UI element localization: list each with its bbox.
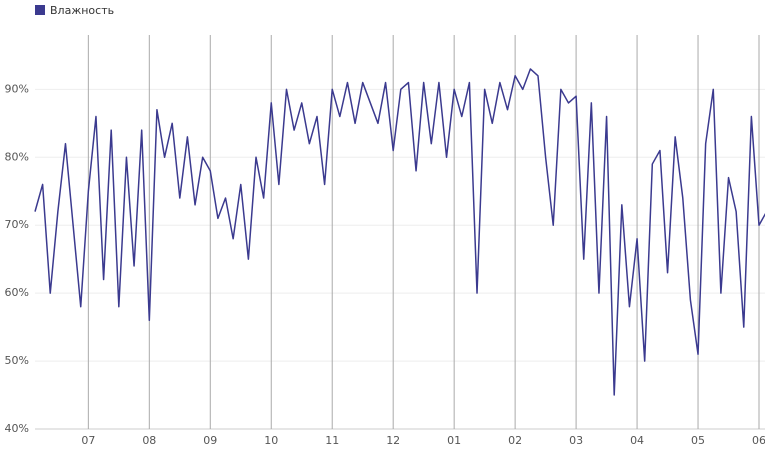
x-tick-label: 11 [325, 434, 339, 447]
x-tick-label: 01 [447, 434, 461, 447]
series-line [34, 68, 765, 396]
x-tick-label: 07 [81, 434, 95, 447]
x-tick-label: 08 [142, 434, 156, 447]
legend-label: Влажность [50, 4, 114, 17]
x-tick-label: 06 [752, 434, 765, 447]
y-tick-label: 80% [5, 150, 29, 163]
y-tick-label: 40% [5, 422, 29, 435]
y-tick-label: 70% [5, 218, 29, 231]
x-tick-label: 09 [203, 434, 217, 447]
y-tick-label: 60% [5, 286, 29, 299]
x-tick-label: 10 [264, 434, 278, 447]
x-tick-label: 12 [386, 434, 400, 447]
legend-swatch [35, 5, 45, 15]
x-tick-label: 04 [630, 434, 644, 447]
y-tick-label: 90% [5, 82, 29, 95]
x-tick-label: 05 [691, 434, 705, 447]
y-tick-label: 50% [5, 354, 29, 367]
x-tick-label: 03 [569, 434, 583, 447]
x-tick-label: 02 [508, 434, 522, 447]
